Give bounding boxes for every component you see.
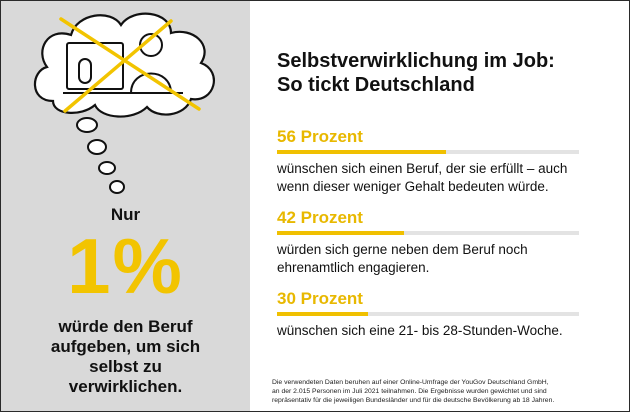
footnote: Die verwendeten Daten beruhen auf einer … bbox=[272, 378, 602, 405]
stat-description: wünschen sich einen Beruf, der sie erfül… bbox=[277, 160, 579, 196]
stat-bar-track bbox=[277, 312, 579, 316]
cross-out-icon bbox=[59, 17, 201, 113]
stat-percentage: 42 Prozent bbox=[277, 208, 363, 227]
stat-block: 30 Prozent wünschen sich eine 21- bis 28… bbox=[277, 289, 579, 340]
stat-percentage: 56 Prozent bbox=[277, 127, 363, 146]
stat-description-line: wenn dieser weniger Gehalt bedeuten würd… bbox=[277, 179, 549, 194]
stat-bar-fill bbox=[277, 150, 447, 154]
thought-bubble-illustration bbox=[33, 12, 215, 194]
stat-description-line: ehrenamtlich engagieren. bbox=[277, 260, 430, 275]
stat-percentage: 30 Prozent bbox=[277, 289, 363, 308]
stat-bar-fill bbox=[277, 312, 368, 316]
left-text-line: verwirklichen. bbox=[68, 377, 183, 396]
left-text-line: würde den Beruf bbox=[58, 317, 193, 336]
footnote-line: Die verwendeten Daten beruhen auf einer … bbox=[272, 379, 549, 386]
page-title: Selbstverwirklichung im Job: So tickt De… bbox=[277, 49, 555, 97]
footnote-line: repräsentativ für die jeweiligen Bundesl… bbox=[272, 397, 555, 404]
stat-description: würden sich gerne neben dem Beruf noch e… bbox=[277, 241, 579, 277]
stat-description-line: wünschen sich einen Beruf, der sie erfül… bbox=[277, 161, 568, 176]
stat-description-line: wünschen sich eine 21- bis 28-Stunden-Wo… bbox=[277, 323, 563, 338]
left-text-line: selbst zu bbox=[89, 357, 162, 376]
big-percentage: 1% bbox=[67, 222, 184, 310]
stat-bar-track bbox=[277, 150, 579, 154]
stat-block: 56 Prozent wünschen sich einen Beruf, de… bbox=[277, 127, 579, 196]
title-line: So tickt Deutschland bbox=[277, 74, 475, 96]
stat-bar-track bbox=[277, 231, 579, 235]
left-panel-text: würde den Beruf aufgeben, um sich selbst… bbox=[1, 317, 250, 397]
bubble-icon bbox=[76, 117, 98, 133]
stat-bar-fill bbox=[277, 231, 404, 235]
title-line: Selbstverwirklichung im Job: bbox=[277, 50, 555, 72]
left-panel: Nur 1% würde den Beruf aufgeben, um sich… bbox=[1, 1, 250, 411]
bubble-icon bbox=[87, 139, 107, 155]
footnote-line: an der 2.015 Personen im Juli 2021 teiln… bbox=[272, 388, 547, 395]
bubble-icon bbox=[109, 180, 125, 194]
bubble-icon bbox=[98, 161, 116, 175]
stat-description: wünschen sich eine 21- bis 28-Stunden-Wo… bbox=[277, 322, 579, 340]
stat-block: 42 Prozent würden sich gerne neben dem B… bbox=[277, 208, 579, 277]
stat-description-line: würden sich gerne neben dem Beruf noch bbox=[277, 242, 528, 257]
nur-label: Nur bbox=[110, 205, 141, 224]
left-text-line: aufgeben, um sich bbox=[50, 337, 201, 356]
